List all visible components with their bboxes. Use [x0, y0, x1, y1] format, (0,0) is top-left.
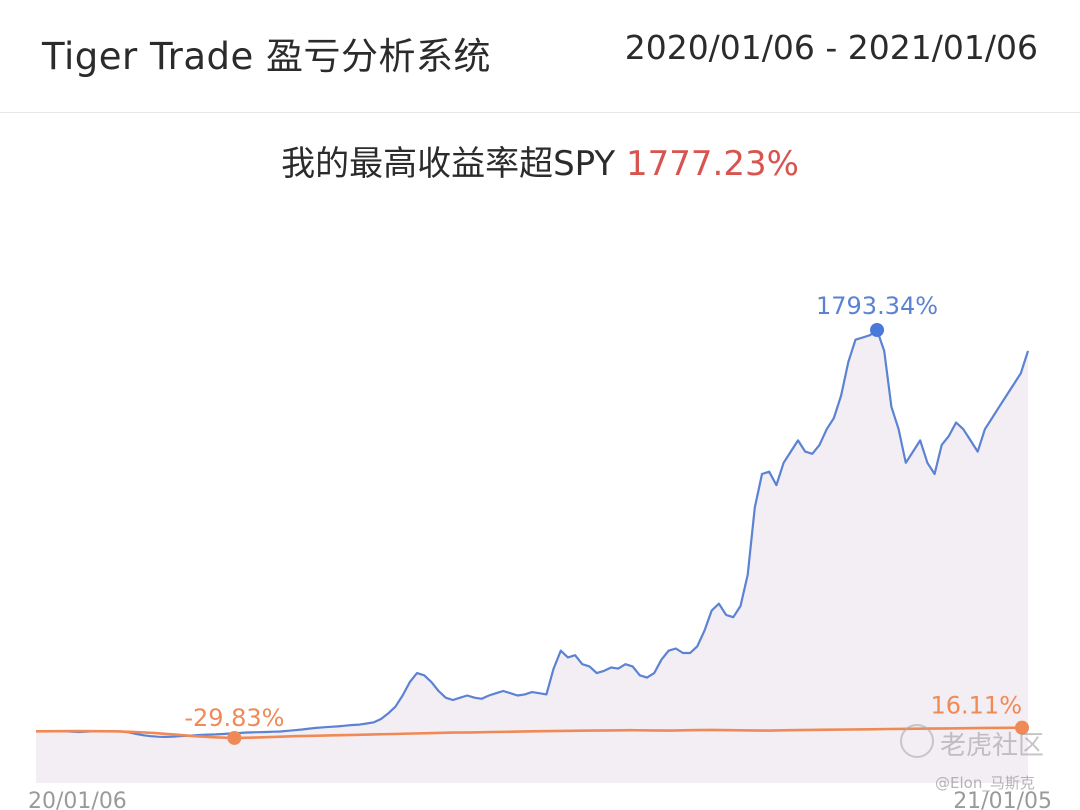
- date-range[interactable]: 2020/01/06 - 2021/01/06: [624, 28, 1038, 67]
- spy-end-marker: [1015, 720, 1029, 735]
- max-return-label: 1793.34%: [816, 292, 938, 320]
- tiger-logo-icon: [900, 724, 934, 758]
- spy-returns-line: [35, 726, 1029, 740]
- max-return-marker: [870, 323, 885, 337]
- header: Tiger Trade 盈亏分析系统 2020/01/06 - 2021/01/…: [0, 0, 1080, 113]
- watermark-user: @Elon_马斯克: [935, 774, 1035, 792]
- headline-value: 1777.23%: [626, 144, 799, 184]
- headline-label: 我的最高收益率超SPY: [281, 144, 616, 184]
- my-returns-area: [36, 330, 1028, 783]
- watermark-brand: 老虎社区: [900, 724, 1044, 762]
- x-start-label: 20/01/06: [28, 789, 127, 810]
- my-returns-line: [35, 328, 1030, 739]
- headline: 我的最高收益率超SPY 1777.23%: [0, 136, 1080, 185]
- spy-end-label: 16.11%: [930, 692, 1022, 720]
- spy-min-label: -29.83%: [184, 704, 284, 732]
- x-end-label: 21/01/05: [953, 789, 1052, 810]
- spy-min-marker: [227, 730, 242, 745]
- watermark-brand-text: 老虎社区: [940, 731, 1045, 761]
- app-title: Tiger Trade 盈亏分析系统: [42, 35, 492, 78]
